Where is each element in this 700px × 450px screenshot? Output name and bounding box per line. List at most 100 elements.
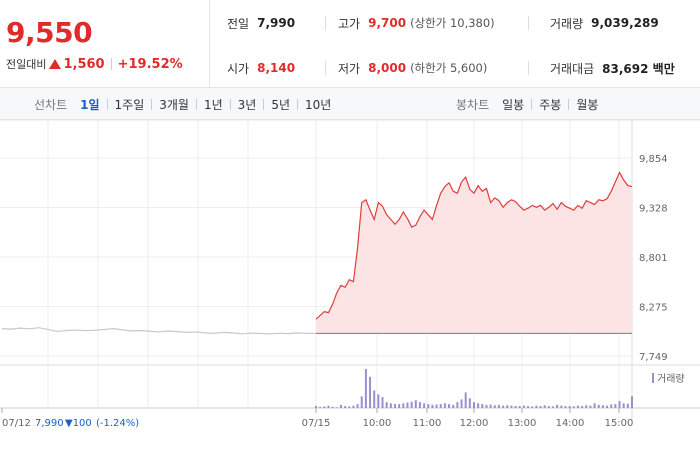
prev-day-change: ▼100: [65, 418, 92, 429]
divider: [263, 98, 265, 110]
tab-1year[interactable]: 1년: [203, 97, 223, 112]
volume-bar: [360, 396, 363, 408]
y-tick-label: 8,801: [639, 253, 668, 264]
volume-bar: [518, 406, 521, 408]
tab-3month[interactable]: 3개월: [159, 97, 189, 112]
volume-bar: [414, 400, 417, 408]
volume-bar: [315, 406, 317, 408]
change-percent: +19.52%: [117, 56, 183, 72]
stat-value: 7,990: [257, 16, 296, 30]
volume-bar: [535, 405, 538, 408]
volume-bar: [460, 399, 463, 408]
price-lines: [1, 171, 633, 335]
up-arrow-icon: [49, 59, 62, 69]
volume-bars: [315, 369, 633, 408]
x-tick-label: 07/15: [302, 418, 331, 429]
chart-tabbar: 선차트 1일 1주일 3개월 1년 3년 5년 10년 봉차트 일봉 주봉 월봉: [0, 88, 700, 120]
y-tick-label: 9,328: [639, 203, 668, 214]
volume-bar: [439, 404, 442, 408]
volume-bar: [339, 404, 342, 408]
volume-bar: [593, 403, 596, 408]
price-chart[interactable]: 9,854 9,328 8,801 8,275 7,749 거래량 07/15 10:00 11…: [0, 120, 700, 450]
volume-bar: [618, 400, 621, 408]
volume-bar: [385, 402, 388, 408]
volume-bar: [452, 404, 455, 408]
tab-weekly-candle[interactable]: 주봉: [539, 97, 562, 112]
volume-bar: [394, 404, 396, 408]
line-chart-tabs: 선차트 1일 1주일 3개월 1년 3년 5년 10년: [34, 88, 334, 120]
volume-bar: [344, 406, 347, 408]
volume-bar: [402, 403, 405, 408]
volume-bar: [497, 404, 500, 408]
volume-bar: [539, 406, 542, 408]
volume-bar: [601, 405, 604, 408]
y-tick-label: 9,854: [639, 154, 668, 165]
stat-label: 시가: [227, 61, 250, 76]
change-value: 1,560: [63, 56, 105, 72]
tab-daily-candle[interactable]: 일봉: [502, 97, 525, 112]
volume-bar: [377, 394, 380, 408]
volume-bar: [597, 404, 600, 408]
stat-volume: 거래량 9,039,289: [550, 13, 659, 33]
volume-bar: [581, 406, 584, 408]
stat-prev-close: 전일 7,990: [227, 13, 295, 33]
stat-value: 8,140: [257, 61, 296, 75]
x-tick-label: 14:00: [556, 418, 585, 429]
volume-bar: [319, 406, 322, 408]
volume-bar: [435, 404, 438, 408]
volume-legend-swatch: [652, 373, 654, 383]
tab-1week[interactable]: 1주일: [114, 97, 145, 112]
line-chart-label: 선차트: [34, 97, 68, 112]
stat-value: 9,039,289: [591, 16, 659, 30]
stat-trade-value: 거래대금 83,692 백만: [550, 58, 675, 78]
stat-sub: (하한가 5,600): [410, 61, 488, 75]
tab-3year[interactable]: 3년: [237, 97, 257, 112]
divider: [110, 58, 112, 70]
divider: [297, 98, 299, 110]
volume-bar: [552, 406, 554, 408]
stat-label: 거래대금: [550, 61, 595, 76]
volume-bar: [514, 406, 517, 408]
volume-bar: [485, 404, 488, 408]
tab-monthly-candle[interactable]: 월봉: [576, 97, 599, 112]
divider: [325, 61, 326, 75]
volume-bar: [522, 405, 525, 408]
volume-bar: [489, 404, 492, 408]
volume-bar: [327, 405, 330, 408]
volume-bar: [589, 405, 592, 408]
divider: [325, 16, 326, 30]
volume-bar: [502, 405, 505, 408]
volume-bar: [564, 406, 567, 408]
volume-bar: [323, 406, 326, 408]
volume-bar: [631, 396, 633, 408]
prev-day-change-percent: (-1.24%): [96, 418, 139, 429]
prev-day-line: [1, 327, 316, 335]
stats-panel: 전일 7,990 고가 9,700 (상한가 10,380) 거래량 9,039…: [211, 0, 700, 88]
current-price: 9,550: [6, 16, 93, 49]
volume-legend-label: 거래량: [657, 373, 685, 385]
prev-day-tick-label: 07/12: [2, 418, 31, 429]
stat-label: 전일: [227, 16, 250, 31]
volume-bar: [560, 405, 563, 408]
stat-label: 거래량: [550, 16, 584, 31]
stat-open: 시가 8,140: [227, 58, 295, 78]
volume-bar: [410, 401, 413, 408]
divider: [528, 61, 529, 75]
volume-bar: [610, 404, 613, 408]
tab-5year[interactable]: 5년: [271, 97, 291, 112]
chart-labels: 9,854 9,328 8,801 8,275 7,749 거래량 07/15 10:00 11…: [1, 154, 685, 429]
x-tick-label: 15:00: [605, 418, 634, 429]
volume-bar: [389, 403, 392, 408]
tab-1day[interactable]: 1일: [80, 97, 100, 112]
volume-bar: [527, 406, 530, 408]
tab-10year[interactable]: 10년: [305, 97, 332, 112]
prev-day-close: 7,990: [35, 418, 64, 429]
stat-value: 9,700: [368, 16, 407, 30]
volume-bar: [576, 405, 579, 408]
volume-bar: [406, 402, 409, 408]
stock-summary: 9,550 전일대비 1,560 +19.52% 전일 7,990 고가 9,7…: [0, 0, 700, 88]
volume-bar: [418, 402, 421, 408]
divider: [195, 98, 197, 110]
divider: [106, 98, 108, 110]
change-label: 전일대비: [6, 58, 47, 71]
